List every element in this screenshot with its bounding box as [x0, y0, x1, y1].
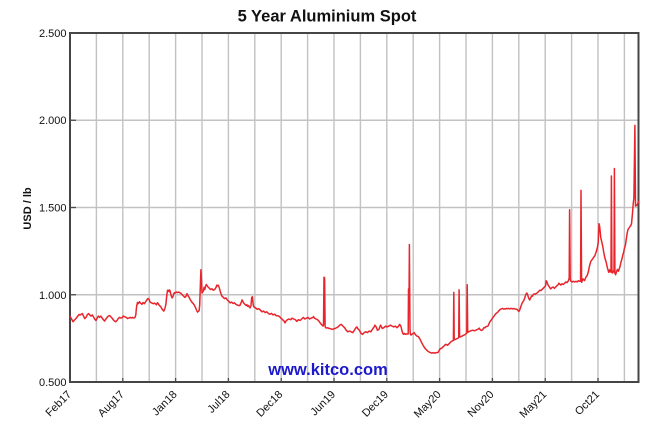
svg-text:1.000: 1.000 — [39, 290, 67, 302]
svg-text:2.000: 2.000 — [39, 115, 67, 127]
svg-text:0.500: 0.500 — [39, 377, 67, 389]
svg-text:2.500: 2.500 — [39, 28, 67, 40]
svg-text:www.kitco.com: www.kitco.com — [267, 361, 388, 379]
svg-text:USD / lb: USD / lb — [22, 187, 34, 229]
svg-text:1.500: 1.500 — [39, 203, 67, 215]
svg-text:5 Year Aluminium Spot: 5 Year Aluminium Spot — [238, 8, 417, 26]
